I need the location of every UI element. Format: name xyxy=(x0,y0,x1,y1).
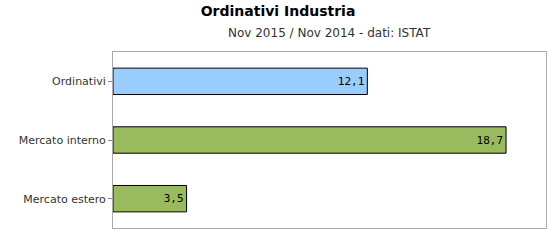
svg-text:Ordinativi Industria: Ordinativi Industria xyxy=(201,3,356,19)
svg-text:3,5: 3,5 xyxy=(164,192,184,205)
svg-text:12,1: 12,1 xyxy=(338,75,365,88)
svg-text:18,7: 18,7 xyxy=(477,134,504,147)
svg-text:Ordinativi: Ordinativi xyxy=(52,75,106,88)
svg-text:Mercato interno: Mercato interno xyxy=(19,134,106,147)
svg-text:Mercato estero: Mercato estero xyxy=(23,193,106,206)
svg-text:Nov 2015 / Nov 2014 - dati: IS: Nov 2015 / Nov 2014 - dati: ISTAT xyxy=(228,26,431,40)
